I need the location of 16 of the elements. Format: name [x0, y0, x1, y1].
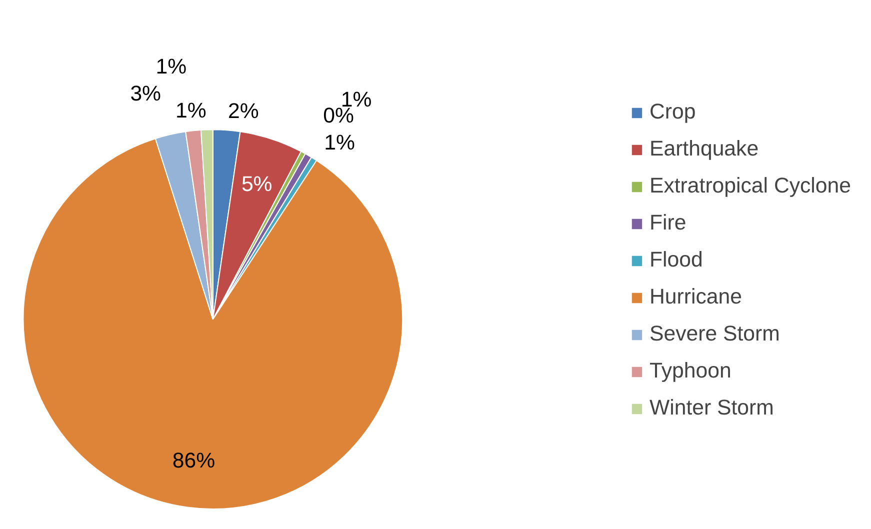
- data-label: 1%: [324, 130, 355, 155]
- data-label: 1%: [156, 54, 187, 78]
- legend-label: Flood: [649, 248, 703, 272]
- legend-label: Crop: [649, 100, 696, 124]
- legend-label: Earthquake: [649, 136, 759, 162]
- data-label: 5%: [241, 172, 272, 196]
- legend-label: Severe Storm: [649, 322, 780, 346]
- data-label: 86%: [172, 448, 216, 472]
- legend-label: Winter Storm: [649, 396, 774, 420]
- data-label: 2%: [228, 99, 259, 124]
- legend-label: Fire: [649, 210, 686, 236]
- data-label: 1%: [176, 98, 206, 123]
- data-label: 3%: [130, 82, 162, 106]
- legend-label: Hurricane: [649, 284, 742, 310]
- legend-label: Extratropical Cyclone: [649, 174, 851, 198]
- legend-label: Typhoon: [649, 358, 732, 384]
